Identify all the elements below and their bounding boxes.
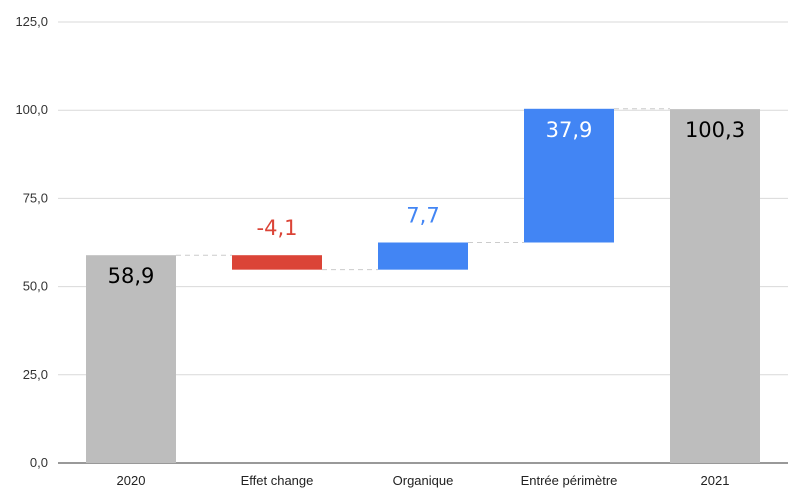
bar-entree-perimetre <box>524 108 614 243</box>
y-tick-label: 50,0 <box>23 279 48 294</box>
data-label-entree-perimetre: 37,9 <box>546 118 593 142</box>
x-axis-categories: 2020 Effet change Organique Entrée périmètr… <box>117 473 730 488</box>
y-tick-label: 0,0 <box>30 455 48 470</box>
y-tick-label: 125,0 <box>15 14 48 29</box>
bar-2020 <box>86 255 176 463</box>
y-tick-label: 100,0 <box>15 102 48 117</box>
bar-organique <box>378 242 468 270</box>
y-axis-ticks: 0,0 25,0 50,0 75,0 100,0 125,0 <box>15 14 48 470</box>
data-label-organique: 7,7 <box>406 204 439 228</box>
category-label-organique: Organique <box>393 473 454 488</box>
connector-lines <box>176 108 670 271</box>
category-label-2021: 2021 <box>701 473 730 488</box>
bar-effet-change <box>232 255 322 270</box>
bar-2021 <box>670 109 760 463</box>
category-label-2020: 2020 <box>117 473 146 488</box>
y-tick-label: 75,0 <box>23 190 48 205</box>
data-label-2020: 58,9 <box>108 264 155 288</box>
category-label-entree-perimetre: Entrée périmètre <box>521 473 618 488</box>
gridlines <box>58 21 788 464</box>
data-labels: 58,9 -4,1 7,7 37,9 100,3 <box>108 118 745 288</box>
bars <box>86 108 760 463</box>
y-tick-label: 25,0 <box>23 367 48 382</box>
data-label-2021: 100,3 <box>685 118 745 142</box>
data-label-effet-change: -4,1 <box>257 216 298 240</box>
category-label-effet-change: Effet change <box>241 473 314 488</box>
